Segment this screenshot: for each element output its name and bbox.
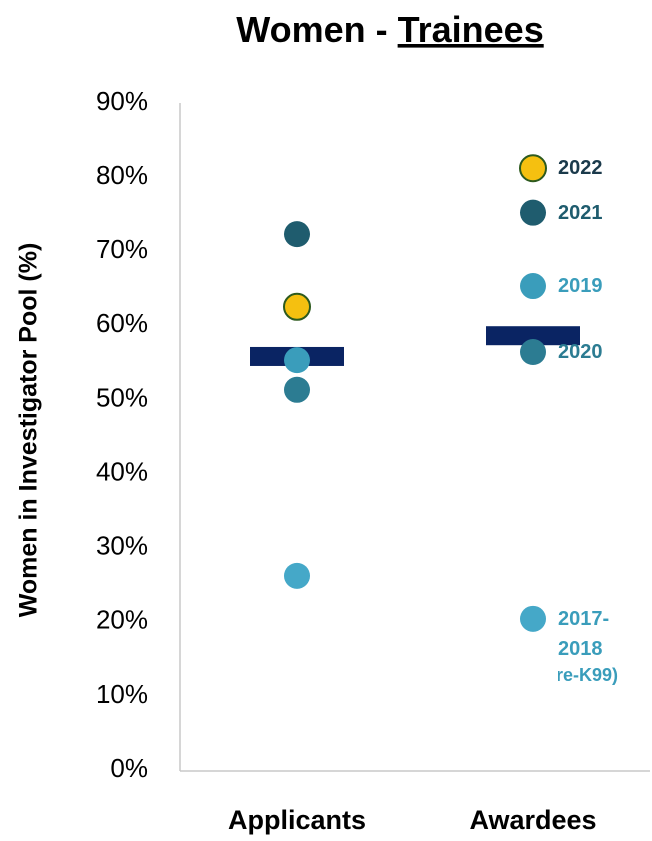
- data-point: [284, 376, 310, 403]
- series-label: 2020: [558, 341, 603, 363]
- data-point: [283, 292, 311, 321]
- chart-title: Women - Trainees: [236, 9, 543, 50]
- y-tick-label: 30%: [96, 531, 148, 561]
- y-tick-label: 20%: [96, 605, 148, 635]
- data-point: [284, 221, 310, 248]
- y-tick-label: 80%: [96, 160, 148, 190]
- title-underlined: Trainees: [398, 9, 544, 50]
- point-label-box: 2020: [558, 341, 603, 363]
- point-label-box: 2021: [558, 201, 603, 224]
- point-label-box: 2022: [558, 157, 603, 180]
- y-tick-label: 60%: [96, 308, 148, 338]
- series-note: (Pre-K99): [558, 664, 619, 685]
- y-tick-label: 10%: [96, 679, 148, 709]
- data-point: [284, 562, 310, 589]
- y-tick-label: 90%: [96, 86, 148, 116]
- y-tick-label: 40%: [96, 456, 148, 486]
- point-label-box: 2017-2018 (Pre-K99): [558, 607, 619, 685]
- y-axis-label: Women in Investigator Pool (%): [15, 243, 43, 618]
- x-tick-label: Applicants: [228, 805, 366, 835]
- series-label: 2019: [558, 275, 603, 298]
- y-tick-label: 0%: [110, 753, 148, 783]
- series-label: 2022: [558, 157, 603, 180]
- data-point: [520, 339, 546, 366]
- x-tick-label: Awardees: [469, 805, 596, 835]
- data-point: [520, 605, 546, 632]
- data-point: [284, 347, 310, 374]
- data-point: [520, 273, 546, 300]
- data-point: [519, 154, 547, 183]
- data-point: [520, 199, 546, 226]
- series-label: 2021: [558, 201, 603, 224]
- mean-bar: [486, 326, 580, 346]
- point-label-box: 2019: [558, 275, 603, 298]
- y-tick-label: 70%: [96, 234, 148, 264]
- y-tick-label: 50%: [96, 382, 148, 412]
- title-text: Women -: [236, 9, 387, 50]
- series-label: 2017-2018: [558, 607, 610, 660]
